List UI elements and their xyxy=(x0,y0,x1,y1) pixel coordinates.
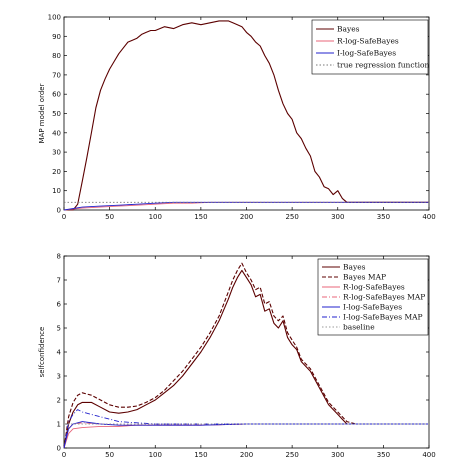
y-tick-label: 80 xyxy=(52,52,61,60)
legend-label: I-log-SafeBayes xyxy=(337,49,396,58)
y-tick-label: 40 xyxy=(52,129,61,137)
y-tick-label: 1 xyxy=(57,421,61,429)
y-tick-label: 2 xyxy=(57,397,61,405)
x-tick-label: 100 xyxy=(149,213,162,221)
x-tick-label: 50 xyxy=(105,213,114,221)
x-tick-label: 300 xyxy=(331,451,344,459)
legend-label: Bayes xyxy=(337,25,360,34)
legend-label: baseline xyxy=(343,323,375,332)
y-tick-label: 4 xyxy=(57,349,62,357)
chart-map-model-order: 0 50 100 150 200 250 300 350 400 0 10 20 30 40 50 60 70 8… xyxy=(38,14,436,222)
legend-label: Bayes MAP xyxy=(343,273,386,282)
series-line-bayes xyxy=(63,269,429,449)
series-line-i-log-safebayes-map xyxy=(63,409,429,449)
y-tick-label: 90 xyxy=(52,33,61,41)
x-tick-label: 250 xyxy=(285,451,298,459)
x-tick-label: 50 xyxy=(105,451,114,459)
legend-label: Bayes xyxy=(343,263,366,272)
x-tick-label: 250 xyxy=(285,213,298,221)
x-tick-label: 200 xyxy=(240,451,253,459)
x-tick-label: 0 xyxy=(62,451,66,459)
x-tick-label: 100 xyxy=(149,451,162,459)
legend-label: R-log-SafeBayes xyxy=(343,283,405,292)
x-tick-label: 400 xyxy=(422,213,435,221)
legend-label: true regression function xyxy=(337,61,429,70)
y-tick-label: 7 xyxy=(57,277,61,285)
x-tick-label: 150 xyxy=(194,451,207,459)
x-tick-label: 350 xyxy=(377,451,390,459)
x-tick-label: 300 xyxy=(331,213,344,221)
legend-label: R-log-SafeBayes MAP xyxy=(343,293,425,302)
x-tick-label: 150 xyxy=(194,213,207,221)
x-tick-label: 400 xyxy=(422,451,435,459)
series-line-bayes xyxy=(64,20,429,211)
y-tick-label: 10 xyxy=(52,187,61,195)
legend-label: I-log-SafeBayes xyxy=(343,303,402,312)
chart-selfconfidence: 0 50 100 150 200 250 300 350 400 0 1 2 3 4 5 6 7 8 selfcon… xyxy=(38,253,436,460)
y-tick-label: 60 xyxy=(52,91,61,99)
legend-label: I-log-SafeBayes MAP xyxy=(343,313,423,322)
y-axis-label: selfconfidence xyxy=(38,327,46,378)
y-tick-label: 0 xyxy=(57,445,61,453)
y-axis-label: MAP model order xyxy=(38,83,46,143)
y-tick-label: 30 xyxy=(52,149,61,157)
y-tick-label: 70 xyxy=(52,71,61,79)
y-tick-label: 5 xyxy=(57,325,61,333)
y-tick-label: 20 xyxy=(52,168,61,176)
legend-label: R-log-SafeBayes xyxy=(337,37,399,46)
x-tick-label: 200 xyxy=(240,213,253,221)
y-tick-label: 3 xyxy=(57,373,61,381)
series-line-bayes-map xyxy=(63,262,429,449)
y-tick-label: 50 xyxy=(52,110,61,118)
x-tick-label: 0 xyxy=(62,213,66,221)
y-tick-label: 6 xyxy=(57,301,62,309)
x-tick-label: 350 xyxy=(377,213,390,221)
y-tick-label: 0 xyxy=(57,207,61,215)
y-tick-label: 100 xyxy=(48,14,61,22)
y-tick-label: 8 xyxy=(57,253,61,261)
